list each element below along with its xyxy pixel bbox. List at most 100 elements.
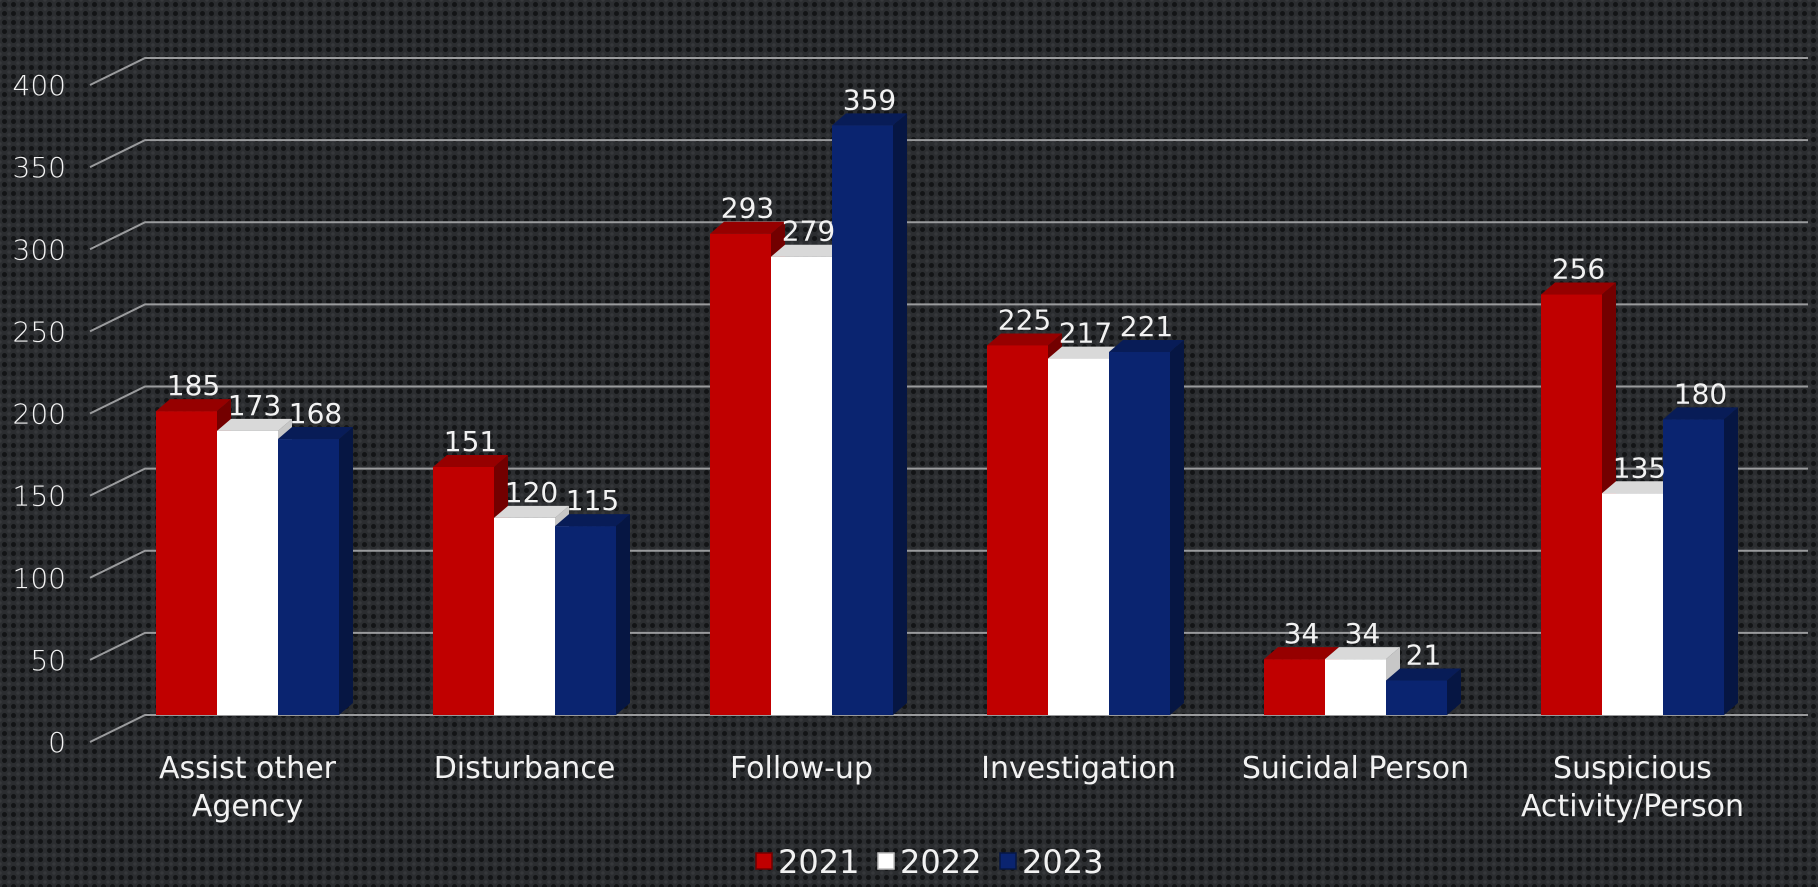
bar-front	[1264, 659, 1325, 715]
y-tick-label: 250	[13, 315, 66, 348]
bars	[156, 113, 1738, 715]
legend-label-2023: 2023	[1022, 843, 1103, 881]
bar-top	[1541, 282, 1616, 295]
legend-label-2021: 2021	[778, 843, 859, 881]
data-label-2022-5: 135	[1613, 451, 1666, 484]
bar-2023-3	[1109, 340, 1184, 715]
bar-top	[217, 418, 292, 431]
data-label-2023-4: 21	[1406, 639, 1442, 672]
bar-top	[1663, 407, 1738, 420]
bar-2023-2	[832, 113, 907, 715]
gridline-50	[89, 631, 1808, 661]
y-tick-label: 150	[13, 480, 66, 513]
y-tick-label: 400	[13, 69, 66, 102]
legend-swatch-2021	[755, 852, 773, 870]
bar-front	[1109, 352, 1170, 715]
bar-front	[832, 125, 893, 715]
y-tick-label: 300	[13, 233, 66, 266]
bar-top	[771, 244, 846, 257]
y-tick-label: 200	[13, 398, 66, 431]
bar-top	[1264, 647, 1339, 660]
gridline-400	[89, 57, 1808, 86]
bar-top	[1325, 647, 1400, 660]
category-label-0: Assist other	[159, 751, 337, 786]
data-label-2023-2: 359	[843, 83, 896, 116]
gridline-350	[89, 139, 1808, 169]
y-axis: 0 50 100 150 200 250 300 350 400	[13, 69, 66, 759]
data-label-2022-3: 217	[1059, 317, 1112, 350]
gridline-200	[89, 385, 1808, 415]
y-tick-label: 100	[13, 562, 66, 595]
bar-front	[1663, 419, 1724, 715]
grid-lines	[89, 57, 1808, 743]
bar-side	[1170, 340, 1184, 715]
bar-front	[1602, 493, 1663, 715]
bar-front	[217, 430, 278, 715]
category-label-5: Activity/Person	[1521, 789, 1744, 824]
category-label-1: Disturbance	[434, 751, 616, 786]
bar-front	[710, 233, 771, 715]
bar-top	[710, 221, 785, 234]
bar-front	[771, 256, 832, 715]
data-label-2023-5: 180	[1674, 377, 1727, 410]
bar-top	[278, 427, 353, 440]
category-label-2: Follow-up	[730, 751, 873, 786]
bar-2023-5	[1663, 407, 1738, 715]
y-tick-label: 350	[13, 151, 66, 184]
bar-front	[433, 466, 494, 715]
bar-2023-4	[1386, 668, 1461, 715]
bar-front	[1541, 294, 1602, 715]
bar-2023-0	[278, 427, 353, 715]
bar-side	[1724, 407, 1738, 715]
data-label-2023-3: 221	[1120, 310, 1173, 343]
category-label-5: Suspicious	[1553, 751, 1712, 786]
category-label-3: Investigation	[981, 751, 1176, 786]
bar-side	[893, 113, 907, 715]
y-tick-label: 0	[48, 726, 66, 759]
data-label-2022-0: 173	[228, 389, 281, 422]
bar-top	[832, 113, 907, 126]
legend-label-2022: 2022	[900, 843, 981, 881]
category-label-0: Agency	[192, 789, 303, 824]
bar-top	[555, 514, 630, 527]
bar-front	[555, 526, 616, 715]
data-label-2022-4: 34	[1345, 617, 1381, 650]
bar-top	[987, 333, 1062, 346]
data-label-2021-3: 225	[998, 303, 1051, 336]
bar-side	[339, 427, 353, 715]
gridline-0	[89, 714, 1808, 743]
bar-top	[156, 399, 231, 412]
bar-top	[1386, 668, 1461, 681]
gridline-300	[89, 221, 1808, 251]
data-label-2022-1: 120	[505, 476, 558, 509]
legend: 2021 2022 2023	[755, 843, 1103, 881]
data-label-2021-0: 185	[167, 369, 220, 402]
gridline-250	[89, 303, 1808, 333]
data-label-2021-2: 293	[721, 192, 774, 225]
legend-swatch-2022	[877, 852, 895, 870]
data-label-2022-2: 279	[782, 215, 835, 248]
bar-front	[156, 411, 217, 715]
data-label-2023-0: 168	[289, 397, 342, 430]
bar-top	[1109, 340, 1184, 353]
gridline-100	[89, 549, 1808, 579]
bar-front	[278, 439, 339, 715]
bar-top	[1048, 346, 1123, 359]
category-label-4: Suicidal Person	[1242, 751, 1469, 786]
bar-front	[1048, 358, 1109, 715]
legend-swatch-2023	[999, 852, 1017, 870]
bar-side	[616, 514, 630, 715]
bar-side	[1447, 668, 1461, 715]
y-tick-label: 50	[30, 644, 66, 677]
bar-front	[1386, 680, 1447, 715]
bar-front	[987, 345, 1048, 715]
bar-top	[494, 505, 569, 518]
data-label-2021-1: 151	[444, 425, 497, 458]
gridline-150	[89, 467, 1808, 497]
bar-top	[433, 454, 508, 467]
bar-front	[1325, 659, 1386, 715]
bar-2023-1	[555, 514, 630, 715]
